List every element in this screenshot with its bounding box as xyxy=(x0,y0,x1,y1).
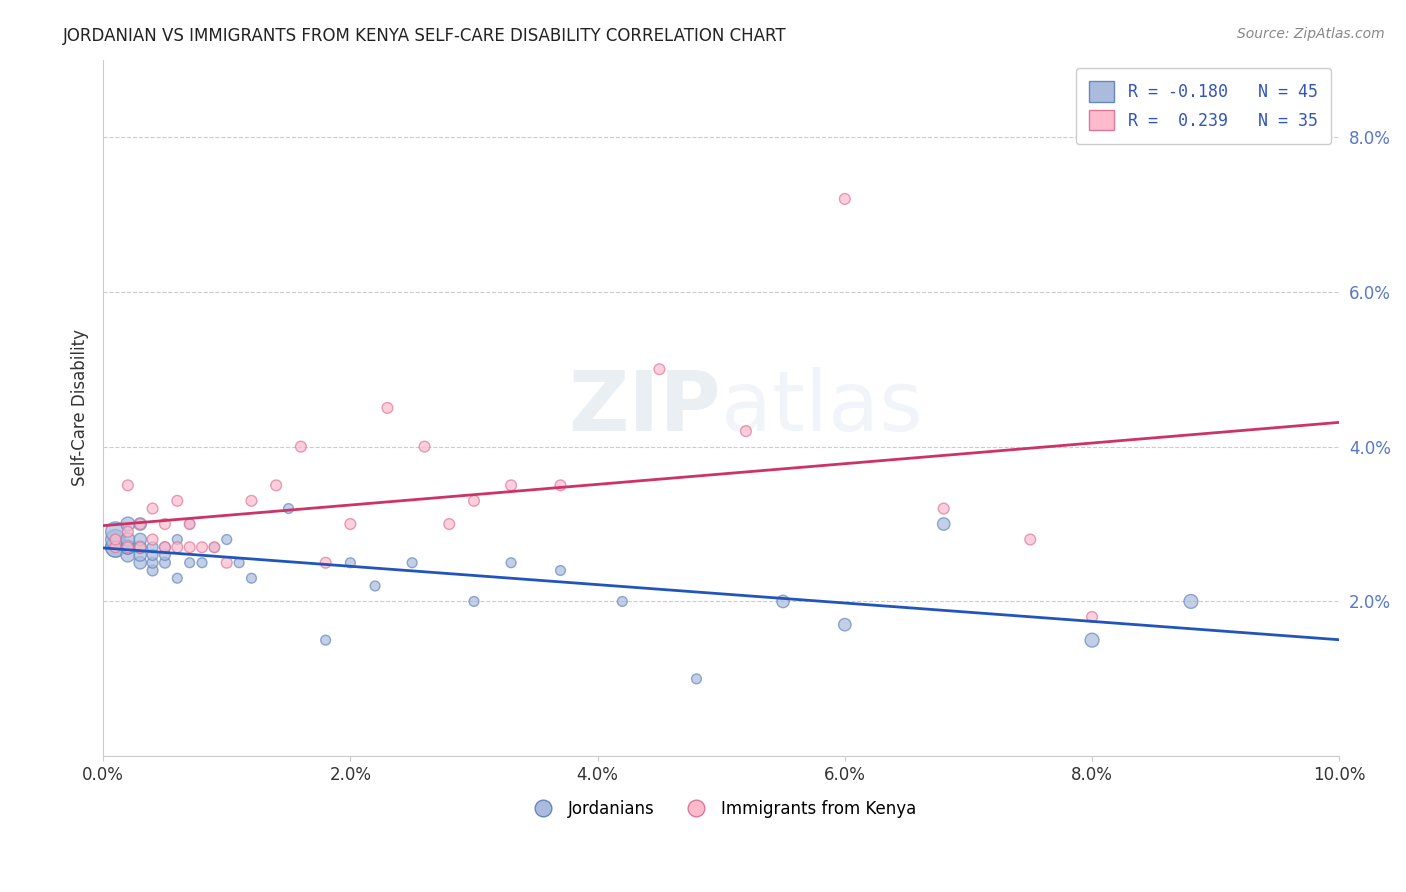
Text: Source: ZipAtlas.com: Source: ZipAtlas.com xyxy=(1237,27,1385,41)
Point xyxy=(932,501,955,516)
Point xyxy=(179,556,201,570)
Point xyxy=(153,541,176,555)
Point xyxy=(117,541,139,555)
Point xyxy=(129,516,152,531)
Point xyxy=(104,541,127,555)
Point xyxy=(166,541,188,555)
Point xyxy=(153,516,176,531)
Point xyxy=(129,556,152,570)
Point xyxy=(129,541,152,555)
Point xyxy=(339,516,361,531)
Point xyxy=(166,533,188,547)
Point xyxy=(104,541,127,555)
Point xyxy=(550,478,572,492)
Point xyxy=(179,516,201,531)
Point xyxy=(142,564,165,578)
Point xyxy=(240,571,263,585)
Point xyxy=(129,548,152,562)
Point xyxy=(117,548,139,562)
Point xyxy=(612,594,634,608)
Point xyxy=(117,541,139,555)
Legend: Jordanians, Immigrants from Kenya: Jordanians, Immigrants from Kenya xyxy=(519,793,922,824)
Point xyxy=(117,533,139,547)
Point xyxy=(228,556,250,570)
Point xyxy=(463,493,485,508)
Point xyxy=(142,501,165,516)
Point xyxy=(834,192,856,206)
Point xyxy=(179,541,201,555)
Point xyxy=(104,533,127,547)
Point xyxy=(215,533,238,547)
Text: JORDANIAN VS IMMIGRANTS FROM KENYA SELF-CARE DISABILITY CORRELATION CHART: JORDANIAN VS IMMIGRANTS FROM KENYA SELF-… xyxy=(63,27,787,45)
Point xyxy=(179,516,201,531)
Point xyxy=(377,401,399,415)
Point xyxy=(166,571,188,585)
Point xyxy=(401,556,423,570)
Point xyxy=(129,516,152,531)
Point xyxy=(277,501,299,516)
Point xyxy=(142,533,165,547)
Point xyxy=(129,533,152,547)
Point xyxy=(215,556,238,570)
Point xyxy=(772,594,794,608)
Point xyxy=(117,478,139,492)
Point xyxy=(104,541,127,555)
Point xyxy=(153,541,176,555)
Point xyxy=(142,548,165,562)
Point xyxy=(153,556,176,570)
Point xyxy=(104,524,127,539)
Point xyxy=(202,541,225,555)
Point xyxy=(463,594,485,608)
Point xyxy=(499,478,522,492)
Point xyxy=(129,541,152,555)
Point xyxy=(191,556,214,570)
Text: atlas: atlas xyxy=(721,368,922,449)
Point xyxy=(1081,610,1104,624)
Point xyxy=(166,493,188,508)
Point xyxy=(153,548,176,562)
Point xyxy=(550,564,572,578)
Point xyxy=(104,533,127,547)
Point xyxy=(264,478,287,492)
Point xyxy=(191,541,214,555)
Point xyxy=(439,516,461,531)
Point xyxy=(339,556,361,570)
Point xyxy=(142,556,165,570)
Point xyxy=(1180,594,1202,608)
Point xyxy=(315,633,337,648)
Point xyxy=(315,556,337,570)
Point xyxy=(1081,633,1104,648)
Point xyxy=(117,516,139,531)
Point xyxy=(834,617,856,632)
Point xyxy=(142,541,165,555)
Point xyxy=(648,362,671,376)
Y-axis label: Self-Care Disability: Self-Care Disability xyxy=(72,329,89,486)
Point xyxy=(117,524,139,539)
Point xyxy=(202,541,225,555)
Text: ZIP: ZIP xyxy=(568,368,721,449)
Point xyxy=(932,516,955,531)
Point xyxy=(413,440,436,454)
Point xyxy=(685,672,707,686)
Point xyxy=(364,579,387,593)
Point xyxy=(735,424,758,438)
Point xyxy=(499,556,522,570)
Point xyxy=(1019,533,1042,547)
Point xyxy=(240,493,263,508)
Point xyxy=(290,440,312,454)
Point xyxy=(117,541,139,555)
